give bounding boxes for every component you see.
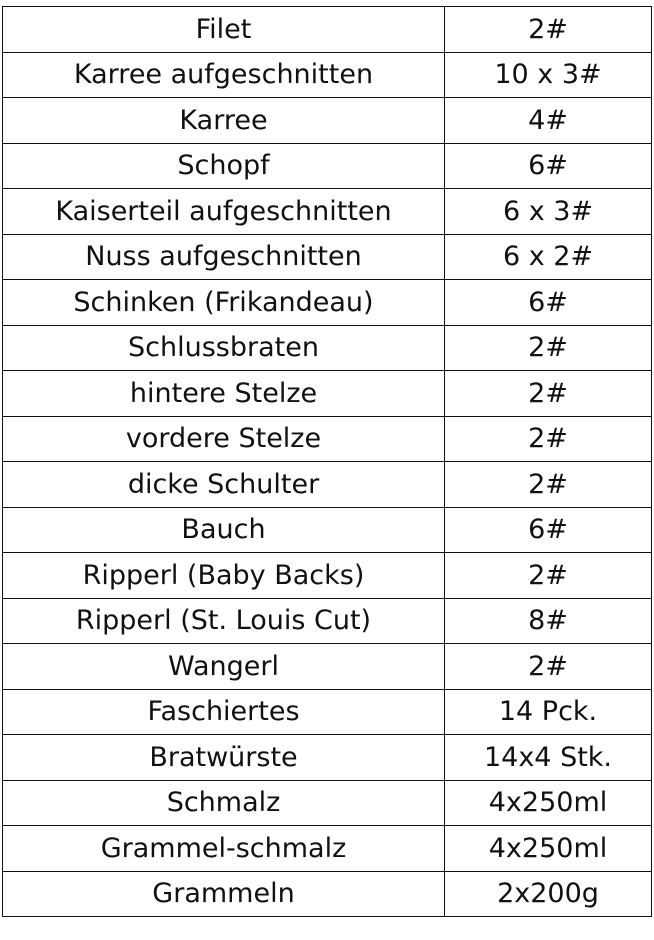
item-name-cell: Bratwürste — [2, 734, 445, 781]
item-name-cell: Schinken (Frikandeau) — [2, 279, 445, 326]
table-row: Schopf 6# — [2, 142, 652, 189]
table-row: Bratwürste 14x4 Stk. — [2, 734, 652, 781]
quantity-cell: 14x4 Stk. — [444, 734, 652, 781]
table-row: dicke Schulter 2# — [2, 461, 652, 508]
item-name-cell: Schmalz — [2, 779, 445, 826]
product-table-body: Filet 2# Karree aufgeschnitten 10 x 3# Karre… — [2, 6, 652, 917]
item-name-cell: Kaiserteil aufgeschnitten — [2, 188, 445, 235]
table-row: Grammel-schmalz 4x250ml — [2, 825, 652, 872]
table-row: Grammeln 2x200g — [2, 870, 652, 917]
quantity-cell: 2# — [444, 370, 652, 417]
quantity-cell: 8# — [444, 597, 652, 644]
table-row: Ripperl (St. Louis Cut) 8# — [2, 597, 652, 644]
quantity-cell: 2# — [444, 6, 652, 53]
item-name-cell: dicke Schulter — [2, 461, 445, 508]
quantity-cell: 2# — [444, 461, 652, 508]
item-name-cell: Ripperl (Baby Backs) — [2, 552, 445, 599]
product-table: Filet 2# Karree aufgeschnitten 10 x 3# Karre… — [2, 6, 652, 917]
table-row: Bauch 6# — [2, 506, 652, 553]
item-name-cell: Schopf — [2, 142, 445, 189]
quantity-cell: 2# — [444, 552, 652, 599]
item-name-cell: Grammeln — [2, 870, 445, 917]
quantity-cell: 4x250ml — [444, 779, 652, 826]
item-name-cell: Ripperl (St. Louis Cut) — [2, 597, 445, 644]
table-row: Kaiserteil aufgeschnitten 6 x 3# — [2, 188, 652, 235]
item-name-cell: Schlussbraten — [2, 324, 445, 371]
quantity-cell: 6# — [444, 142, 652, 189]
table-row: hintere Stelze 2# — [2, 370, 652, 417]
quantity-cell: 6# — [444, 506, 652, 553]
item-name-cell: Karree aufgeschnitten — [2, 51, 445, 98]
table-row: Schlussbraten 2# — [2, 324, 652, 371]
quantity-cell: 6# — [444, 279, 652, 326]
quantity-cell: 4x250ml — [444, 825, 652, 872]
product-table-container: Filet 2# Karree aufgeschnitten 10 x 3# Karre… — [2, 6, 652, 917]
table-row: Schmalz 4x250ml — [2, 779, 652, 826]
item-name-cell: Filet — [2, 6, 445, 53]
table-row: Schinken (Frikandeau) 6# — [2, 279, 652, 326]
quantity-cell: 2# — [444, 324, 652, 371]
quantity-cell: 4# — [444, 97, 652, 144]
quantity-cell: 6 x 3# — [444, 188, 652, 235]
table-row: Ripperl (Baby Backs) 2# — [2, 552, 652, 599]
item-name-cell: Nuss aufgeschnitten — [2, 233, 445, 280]
item-name-cell: Karree — [2, 97, 445, 144]
quantity-cell: 2# — [444, 643, 652, 690]
quantity-cell: 2x200g — [444, 870, 652, 917]
item-name-cell: Wangerl — [2, 643, 445, 690]
table-row: vordere Stelze 2# — [2, 415, 652, 462]
quantity-cell: 14 Pck. — [444, 688, 652, 735]
table-row: Nuss aufgeschnitten 6 x 2# — [2, 233, 652, 280]
table-row: Wangerl 2# — [2, 643, 652, 690]
item-name-cell: Grammel-schmalz — [2, 825, 445, 872]
table-row: Filet 2# — [2, 6, 652, 53]
item-name-cell: Faschiertes — [2, 688, 445, 735]
table-row: Karree aufgeschnitten 10 x 3# — [2, 51, 652, 98]
item-name-cell: hintere Stelze — [2, 370, 445, 417]
table-row: Faschiertes 14 Pck. — [2, 688, 652, 735]
item-name-cell: Bauch — [2, 506, 445, 553]
item-name-cell: vordere Stelze — [2, 415, 445, 462]
quantity-cell: 6 x 2# — [444, 233, 652, 280]
quantity-cell: 2# — [444, 415, 652, 462]
quantity-cell: 10 x 3# — [444, 51, 652, 98]
table-row: Karree 4# — [2, 97, 652, 144]
